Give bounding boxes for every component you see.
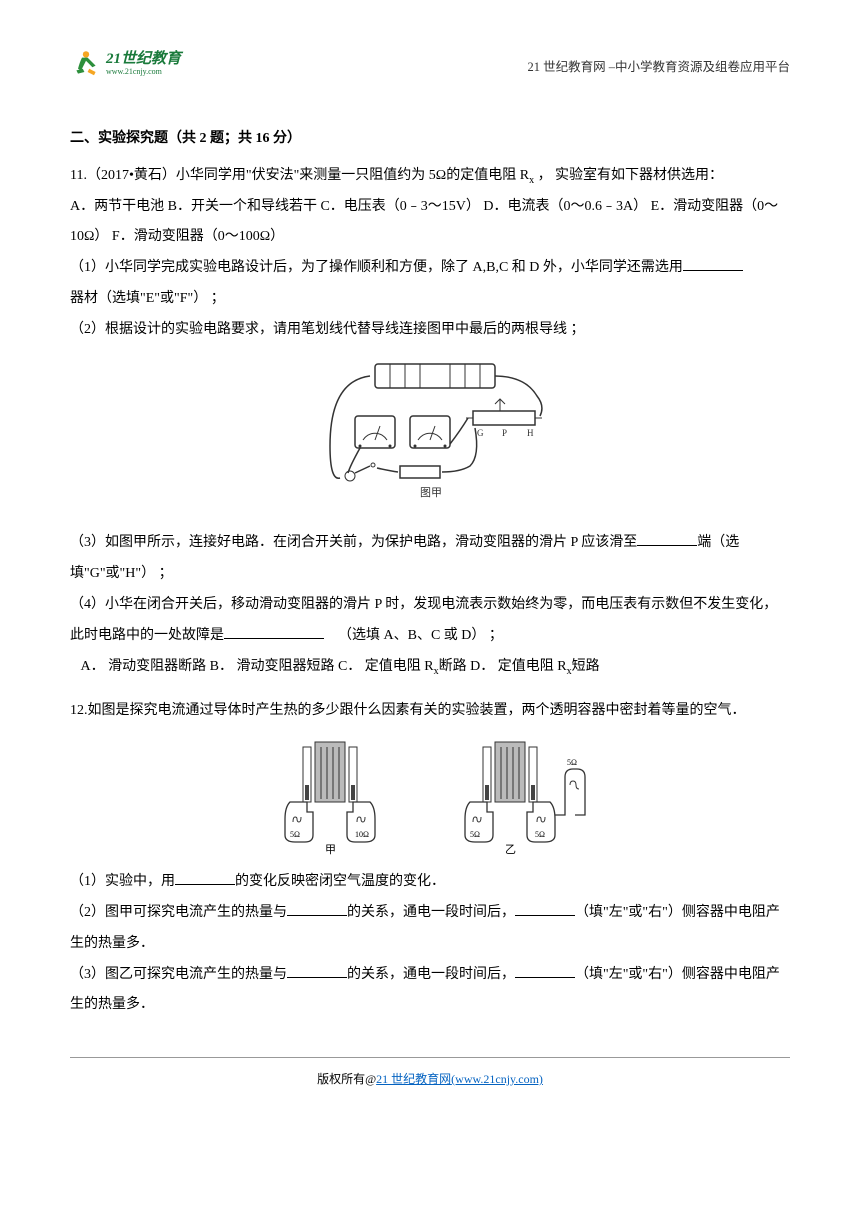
svg-text:5Ω: 5Ω (535, 830, 545, 839)
q12-sub2: （2）图甲可探究电流产生的热量与的关系，通电一段时间后，（填"左"或"右"）侧容… (70, 898, 790, 960)
logo-sub-text: www.21cnjy.com (106, 68, 181, 77)
svg-text:P: P (502, 428, 507, 438)
blank-input[interactable] (287, 902, 347, 916)
question-11: 11.（2017•黄石）小华同学用"伏安法"来测量一只阻值约为 5Ω的定值电阻 … (70, 161, 790, 683)
q11-sub3: （3）如图甲所示，连接好电路．在闭合开关前，为保护电路，滑动变阻器的滑片 P 应… (70, 528, 790, 590)
svg-text:5Ω: 5Ω (567, 758, 577, 767)
blank-input[interactable] (287, 964, 347, 978)
section-title: 二、实验探究题（共 2 题；共 16 分） (70, 124, 790, 155)
svg-text:G: G (477, 428, 484, 438)
q11-sub2: （2）根据设计的实验电路要求，请用笔划线代替导线连接图甲中最后的两根导线 ； (70, 315, 790, 346)
q12-sub1: （1）实验中，用的变化反映密闭空气温度的变化． (70, 867, 790, 898)
q12-sub3: （3）图乙可探究电流产生的热量与的关系，通电一段时间后，（填"左"或"右"）侧容… (70, 960, 790, 1022)
q11-sub4-options: A． 滑动变阻器断路 B． 滑动变阻器短路 C． 定值电阻 Rx断路 D． 定值… (70, 652, 790, 683)
blank-input[interactable] (224, 625, 324, 639)
blank-input[interactable] (683, 257, 743, 271)
question-12: 12.如图是探究电流通过导体时产生热的多少跟什么因素有关的实验装置，两个透明容器… (70, 696, 790, 1021)
header-right-text: 21 世纪教育网 –中小学教育资源及组卷应用平台 (527, 48, 790, 82)
q12-intro: 12.如图是探究电流通过导体时产生热的多少跟什么因素有关的实验装置，两个透明容器… (70, 696, 790, 727)
svg-text:图甲: 图甲 (420, 486, 442, 499)
svg-text:10Ω: 10Ω (355, 830, 369, 839)
page-header: 21世纪教育 www.21cnjy.com 21 世纪教育网 –中小学教育资源及… (70, 48, 790, 100)
blank-input[interactable] (637, 532, 697, 546)
svg-text:甲: 甲 (325, 844, 336, 856)
runner-icon (70, 48, 102, 80)
svg-text:5Ω: 5Ω (470, 830, 480, 839)
figure-circuit: G P H 图甲 (70, 356, 790, 519)
page-footer: 版权所有@21 世纪教育网(www.21cnjy.com) (70, 1057, 790, 1092)
logo-main-text: 21世纪教育 (106, 51, 181, 68)
footer-link[interactable]: 21 世纪教育网(www.21cnjy.com) (376, 1072, 543, 1086)
blank-input[interactable] (515, 964, 575, 978)
svg-text:5Ω: 5Ω (290, 830, 300, 839)
site-logo: 21世纪教育 www.21cnjy.com (70, 48, 181, 80)
figure-jia: 5Ω 10Ω 甲 (265, 737, 395, 857)
q11-intro: 11.（2017•黄石）小华同学用"伏安法"来测量一只阻值约为 5Ω的定值电阻 … (70, 161, 790, 192)
svg-text:乙: 乙 (505, 843, 516, 856)
blank-input[interactable] (515, 902, 575, 916)
blank-input[interactable] (175, 871, 235, 885)
q11-sub1-end: 器材（选填"E"或"F"） ； (70, 284, 790, 315)
figure-yi: 5Ω 5Ω 5Ω 乙 (445, 737, 595, 857)
figure-double: 5Ω 10Ω 甲 5Ω 5Ω 5Ω 乙 (70, 737, 790, 857)
svg-text:H: H (527, 428, 534, 438)
q11-sub4: （4）小华在闭合开关后，移动滑动变阻器的滑片 P 时，发现电流表示数始终为零，而… (70, 590, 790, 652)
document-content: 二、实验探究题（共 2 题；共 16 分） 11.（2017•黄石）小华同学用"… (70, 124, 790, 1021)
q11-options: A．两节干电池 B．开关一个和导线若干 C．电压表（0﹣3～15V） D．电流表… (70, 192, 790, 254)
q11-sub1: （1）小华同学完成实验电路设计后，为了操作顺利和方便，除了 A,B,C 和 D … (70, 253, 790, 284)
